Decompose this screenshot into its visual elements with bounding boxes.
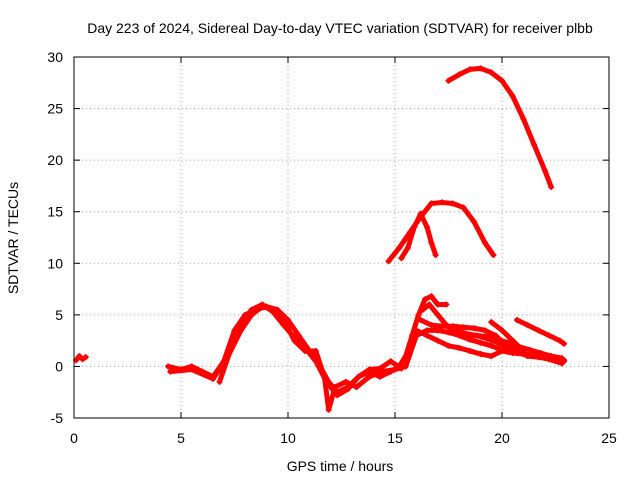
data-point (561, 340, 568, 347)
data-point (443, 301, 450, 308)
data-trace (409, 312, 422, 338)
data-point (398, 365, 405, 372)
series-track-12 (513, 317, 568, 347)
data-point (505, 344, 512, 351)
y-axis-label: SDTVAR / TECUs (5, 182, 21, 294)
y-tick-label: 10 (47, 255, 63, 271)
x-tick-label: 20 (494, 430, 510, 446)
y-tick-label: 15 (47, 204, 63, 220)
axis-ticks: 0 5 10 15 20 25 -5 0 5 10 15 20 25 30 (47, 49, 617, 446)
data-trace (189, 367, 216, 382)
data-trace (238, 307, 255, 328)
data-trace (285, 317, 302, 338)
series-track-4 (216, 301, 405, 399)
data-trace (416, 296, 428, 318)
x-tick-label: 15 (387, 430, 403, 446)
data-trace (531, 142, 548, 173)
data-trace (227, 322, 244, 354)
data-point (490, 252, 497, 259)
series-track-1 (73, 353, 89, 364)
data-trace (405, 224, 417, 251)
data-trace (353, 374, 372, 390)
x-tick-label: 5 (177, 430, 185, 446)
series-track-6 (398, 210, 439, 262)
data-trace (167, 367, 195, 375)
data-trace (542, 167, 554, 190)
data-point (432, 252, 439, 259)
data-trace (495, 340, 511, 351)
x-tick-label: 0 (70, 430, 78, 446)
series-track-7 (445, 65, 555, 190)
plot-frame (73, 56, 610, 419)
data-point (82, 354, 89, 361)
y-tick-label: -5 (51, 410, 64, 426)
data-trace (499, 78, 516, 99)
series-track-13 (419, 301, 512, 351)
data-point (520, 347, 527, 354)
data-trace (520, 116, 537, 148)
grid (74, 57, 609, 418)
data-trace (270, 309, 287, 328)
data-point (558, 355, 565, 362)
data-point (548, 183, 555, 190)
data-trace (482, 240, 496, 258)
data-trace (313, 358, 330, 385)
y-tick-label: 0 (55, 358, 63, 374)
data-trace (510, 338, 526, 354)
data-trace (238, 312, 255, 333)
data-trace (460, 205, 477, 225)
data-trace (345, 374, 362, 392)
series-track-11 (488, 319, 527, 354)
data-trace (388, 358, 404, 371)
y-tick-label: 20 (47, 152, 63, 168)
y-tick-label: 25 (47, 101, 63, 117)
data-trace (281, 322, 297, 341)
data-trace (386, 245, 402, 264)
data-trace (217, 348, 233, 385)
y-tick-label: 30 (47, 49, 63, 65)
x-tick-label: 25 (601, 430, 617, 446)
data-trace (403, 332, 419, 369)
data-trace (510, 93, 526, 122)
y-tick-label: 5 (55, 307, 63, 323)
data-marks (73, 65, 568, 413)
x-axis-label: GPS time / hours (287, 458, 394, 474)
data-trace (471, 219, 488, 246)
data-trace (403, 332, 415, 359)
data-trace (396, 229, 413, 251)
data-trace (302, 345, 319, 364)
chart-title: Day 223 of 2024, Sidereal Day-to-day VTE… (87, 20, 593, 36)
data-trace (324, 379, 340, 398)
x-tick-label: 10 (280, 430, 296, 446)
